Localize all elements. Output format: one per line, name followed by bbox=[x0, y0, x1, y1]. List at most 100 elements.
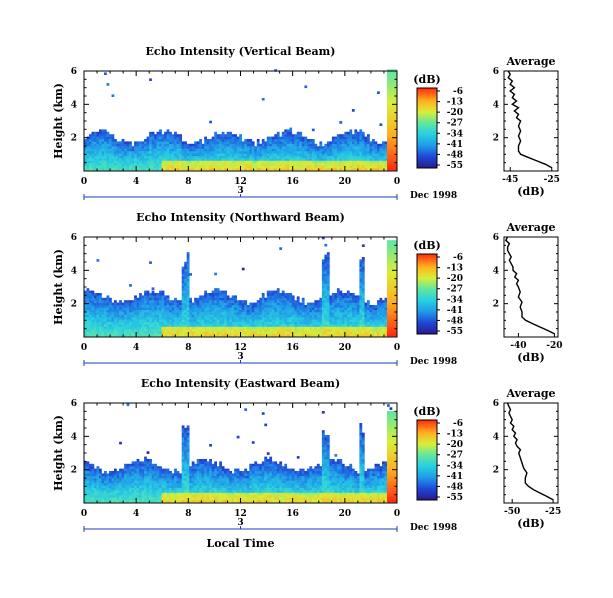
echo-cell bbox=[134, 463, 137, 467]
echo-cell bbox=[151, 141, 155, 144]
echo-cell bbox=[106, 312, 110, 315]
echo-cell bbox=[334, 155, 338, 159]
echo-cell bbox=[161, 305, 165, 308]
echo-cell bbox=[189, 158, 192, 161]
echo-cell bbox=[181, 317, 185, 320]
echo-cell bbox=[294, 146, 298, 149]
echo-cell bbox=[124, 333, 127, 337]
echo-cell bbox=[159, 499, 162, 503]
echo-cell bbox=[261, 300, 265, 303]
echo-cell bbox=[377, 307, 380, 310]
echo-cell bbox=[151, 497, 155, 500]
echo-cell bbox=[216, 136, 220, 140]
echo-cell bbox=[84, 295, 87, 298]
echo-cell bbox=[204, 163, 207, 166]
echo-cell bbox=[224, 167, 227, 171]
echo-cell bbox=[296, 167, 300, 171]
echo-cell bbox=[139, 483, 142, 486]
echo-cell bbox=[364, 141, 368, 144]
echo-cell bbox=[96, 151, 100, 154]
average-profile-line bbox=[507, 70, 553, 169]
echo-cell bbox=[89, 475, 92, 479]
echo-cell bbox=[229, 139, 232, 142]
echo-cell bbox=[294, 319, 298, 322]
echo-cell bbox=[284, 158, 288, 161]
echo-cell bbox=[181, 278, 185, 282]
echo-cell bbox=[326, 317, 330, 320]
echo-cell bbox=[159, 466, 162, 469]
echo-cell bbox=[99, 487, 102, 491]
echo-cell bbox=[96, 297, 100, 301]
echo-cell bbox=[359, 319, 363, 322]
echo-cell bbox=[124, 478, 127, 481]
echo-cell bbox=[101, 129, 105, 132]
echo-cell bbox=[349, 302, 353, 306]
echo-cell bbox=[369, 314, 373, 318]
echo-cell bbox=[124, 151, 127, 154]
y-tick-label: 2 bbox=[71, 134, 77, 144]
echo-cell bbox=[316, 312, 320, 315]
echo-cell bbox=[271, 309, 275, 313]
echo-cell bbox=[349, 293, 353, 296]
echo-cell bbox=[216, 329, 220, 332]
echo-cell bbox=[151, 146, 155, 149]
echo-cell bbox=[124, 497, 127, 500]
echo-cell bbox=[351, 312, 355, 315]
echo-cell bbox=[151, 466, 155, 469]
echo-cell bbox=[214, 141, 217, 144]
echo-cell bbox=[326, 167, 330, 171]
echo-cell bbox=[299, 131, 303, 135]
echo-cell bbox=[359, 324, 363, 327]
echo-cell bbox=[144, 495, 147, 498]
echo-cell bbox=[151, 331, 155, 334]
echo-cell bbox=[106, 139, 110, 142]
echo-cell bbox=[141, 151, 145, 154]
echo-cell bbox=[149, 261, 152, 264]
echo-cell bbox=[334, 151, 338, 154]
echo-cell bbox=[289, 321, 293, 325]
echo-cell bbox=[114, 468, 117, 472]
echo-cell bbox=[216, 297, 220, 301]
echo-cell bbox=[394, 247, 398, 250]
echo-cell bbox=[111, 167, 115, 171]
echo-cell bbox=[364, 143, 368, 147]
echo-cell bbox=[384, 141, 388, 144]
echo-cell bbox=[276, 151, 280, 154]
echo-cell bbox=[149, 497, 152, 500]
echo-cell bbox=[204, 290, 207, 294]
echo-cell bbox=[286, 158, 290, 161]
echo-cell bbox=[141, 492, 145, 496]
echo-cell bbox=[139, 160, 142, 164]
echo-cell bbox=[146, 331, 150, 334]
echo-cell bbox=[344, 141, 348, 144]
echo-cell bbox=[236, 139, 240, 142]
echo-cell bbox=[176, 309, 180, 313]
echo-cell bbox=[394, 110, 398, 113]
echo-cell bbox=[91, 148, 95, 152]
echo-cell bbox=[206, 333, 210, 337]
echo-cell bbox=[159, 163, 162, 166]
echo-cell bbox=[276, 312, 280, 315]
echo-cell bbox=[239, 153, 242, 156]
echo-cell bbox=[131, 148, 135, 152]
echo-cell bbox=[241, 329, 245, 332]
echo-cell bbox=[154, 297, 157, 301]
echo-cell bbox=[131, 167, 135, 171]
echo-cell bbox=[219, 139, 222, 142]
echo-cell bbox=[346, 293, 350, 296]
echo-cell bbox=[164, 490, 167, 493]
echo-cell bbox=[181, 295, 185, 298]
echo-cell bbox=[199, 139, 202, 142]
echo-cell bbox=[266, 326, 270, 330]
echo-cell bbox=[96, 333, 100, 337]
echo-cell bbox=[126, 155, 130, 159]
echo-cell bbox=[236, 300, 240, 303]
echo-cell bbox=[189, 155, 192, 159]
echo-cell bbox=[319, 143, 323, 147]
echo-cell bbox=[196, 302, 200, 306]
echo-cell bbox=[214, 131, 217, 135]
echo-cell bbox=[214, 155, 217, 159]
echo-cell bbox=[219, 293, 222, 296]
echo-cell bbox=[291, 153, 295, 156]
echo-cell bbox=[389, 254, 393, 258]
